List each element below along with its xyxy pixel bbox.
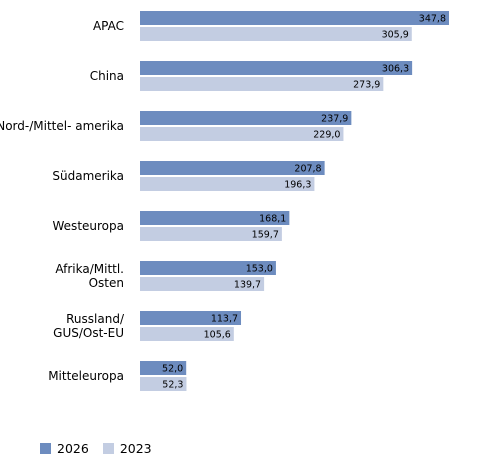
bar-2026-cat-3 — [140, 161, 325, 175]
bar-2023-cat-7 — [140, 377, 187, 391]
category-label: Afrika/Mittl. Osten — [55, 262, 124, 290]
value-label-2026-cat-6: 113,7 — [211, 314, 238, 325]
value-label-2023-cat-1: 273,9 — [353, 80, 380, 91]
value-label-2023-cat-6: 105,6 — [204, 330, 231, 341]
value-label-2023-cat-4: 159,7 — [252, 230, 279, 241]
category-label: Südamerika — [52, 169, 124, 183]
bar-2023-cat-3 — [140, 177, 315, 191]
category-label: Westeuropa — [53, 219, 124, 233]
legend-label-2026: 2026 — [57, 441, 89, 456]
bar-2026-cat-5 — [140, 261, 276, 275]
bar-2023-cat-6 — [140, 327, 234, 341]
legend-item-2026: 2026 — [40, 441, 89, 456]
bar-2026-cat-0 — [140, 11, 449, 25]
category-label: APAC — [93, 19, 124, 33]
bar-2026-cat-7 — [140, 361, 187, 375]
value-label-2026-cat-4: 168,1 — [259, 214, 286, 225]
legend-swatch-2026 — [40, 443, 51, 454]
bar-2023-cat-0 — [140, 27, 412, 41]
legend-item-2023: 2023 — [102, 441, 152, 456]
value-label-2023-cat-7: 52,3 — [162, 380, 183, 391]
value-label-2026-cat-3: 207,8 — [294, 164, 321, 175]
value-label-2026-cat-2: 237,9 — [321, 114, 348, 125]
bar-2023-cat-4 — [140, 227, 282, 241]
value-label-2026-cat-1: 306,3 — [382, 64, 409, 75]
bar-2023-cat-2 — [140, 127, 344, 141]
legend: 2026 2023 — [40, 441, 166, 456]
bar-2026-cat-2 — [140, 111, 352, 125]
bar-2023-cat-5 — [140, 277, 265, 291]
category-label: Nord-/Mittel- amerika — [0, 119, 124, 133]
bar-2026-cat-6 — [140, 311, 242, 325]
category-label: China — [90, 69, 124, 83]
value-label-2023-cat-3: 196,3 — [284, 180, 311, 191]
value-label-2023-cat-5: 139,7 — [234, 280, 261, 291]
value-label-2026-cat-0: 347,8 — [419, 14, 446, 25]
bar-2026-cat-1 — [140, 61, 413, 75]
value-label-2026-cat-7: 52,0 — [162, 364, 183, 375]
value-label-2023-cat-0: 305,9 — [382, 30, 409, 41]
value-label-2026-cat-5: 153,0 — [246, 264, 273, 275]
legend-swatch-2023 — [102, 443, 114, 454]
value-label-2023-cat-2: 229,0 — [313, 130, 340, 141]
category-label: Russland/GUS/Ost-EU — [53, 312, 125, 340]
category-label: Mitteleuropa — [48, 369, 124, 383]
bar-2026-cat-4 — [140, 211, 290, 225]
bar-2023-cat-1 — [140, 77, 384, 91]
legend-label-2023: 2023 — [119, 441, 152, 456]
